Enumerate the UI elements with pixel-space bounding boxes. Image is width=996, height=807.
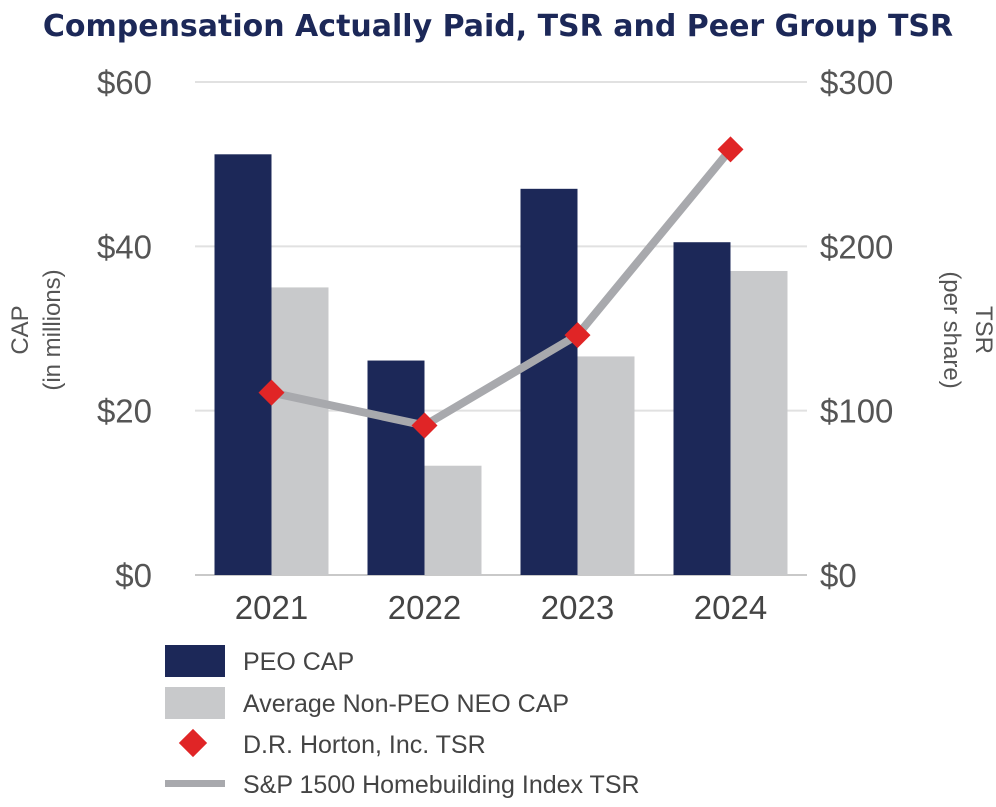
- y-axis-left-label-line1: CAP: [7, 305, 34, 354]
- legend-label-peo-cap: PEO CAP: [243, 648, 354, 676]
- y-right-tick-label: $100: [820, 393, 893, 430]
- y-right-tick-label: $0: [820, 557, 857, 594]
- bar-peo-cap: [673, 242, 731, 575]
- bar-peo-cap: [367, 360, 425, 575]
- y-axis-right-label-line1: TSR: [970, 306, 996, 354]
- y-right-tick-label: $300: [820, 64, 893, 101]
- x-tick-label: 2023: [541, 589, 614, 626]
- bar-non-peo-cap: [424, 465, 482, 575]
- marker-drh-tsr: [258, 379, 285, 406]
- y-left-tick-label: $60: [97, 64, 152, 101]
- y-left-tick-label: $40: [97, 228, 152, 265]
- bar-non-peo-cap: [271, 287, 329, 575]
- y-left-tick-label: $0: [115, 557, 152, 594]
- legend-label-non-peo-cap: Average Non-PEO NEO CAP: [243, 690, 569, 718]
- y-axis-right-label: TSR (per share): [938, 271, 996, 388]
- legend-label-index-tsr: S&P 1500 Homebuilding Index TSR: [243, 771, 640, 799]
- marker-drh-tsr: [717, 136, 744, 163]
- x-axis-ticks: 2021 2022 2023 2024: [235, 589, 767, 626]
- legend: PEO CAP Average Non-PEO NEO CAP D.R. Hor…: [165, 645, 640, 799]
- x-tick-label: 2022: [388, 589, 461, 626]
- y-axis-left-label: CAP (in millions): [7, 269, 66, 390]
- marker-drh-tsr: [411, 412, 438, 439]
- bar-non-peo-cap: [730, 270, 788, 575]
- y-axis-left-label-line2: (in millions): [39, 269, 66, 390]
- chart-title: Compensation Actually Paid, TSR and Peer…: [43, 9, 953, 44]
- tsr-lines: [267, 145, 735, 430]
- legend-swatch-non-peo-cap: [165, 687, 225, 719]
- legend-label-drh-tsr: D.R. Horton, Inc. TSR: [243, 731, 486, 759]
- tsr-markers: [258, 136, 744, 439]
- legend-swatch-index-tsr: [165, 780, 225, 787]
- y-left-tick-label: $20: [97, 393, 152, 430]
- bar-peo-cap: [214, 154, 272, 575]
- bar-non-peo-cap: [577, 356, 635, 575]
- y-axis-right-ticks: $0 $100 $200 $300: [820, 64, 893, 594]
- bars: [214, 154, 788, 576]
- y-axis-right-label-line2: (per share): [938, 271, 965, 388]
- marker-drh-tsr: [564, 322, 591, 349]
- x-tick-label: 2021: [235, 589, 308, 626]
- y-right-tick-label: $200: [820, 228, 893, 265]
- line-index-tsr: [267, 145, 735, 430]
- legend-swatch-drh-tsr: [178, 728, 208, 758]
- bar-peo-cap: [520, 188, 578, 576]
- y-axis-left-ticks: $0 $20 $40 $60: [97, 64, 152, 594]
- legend-swatch-peo-cap: [165, 645, 225, 677]
- x-tick-label: 2024: [694, 589, 767, 626]
